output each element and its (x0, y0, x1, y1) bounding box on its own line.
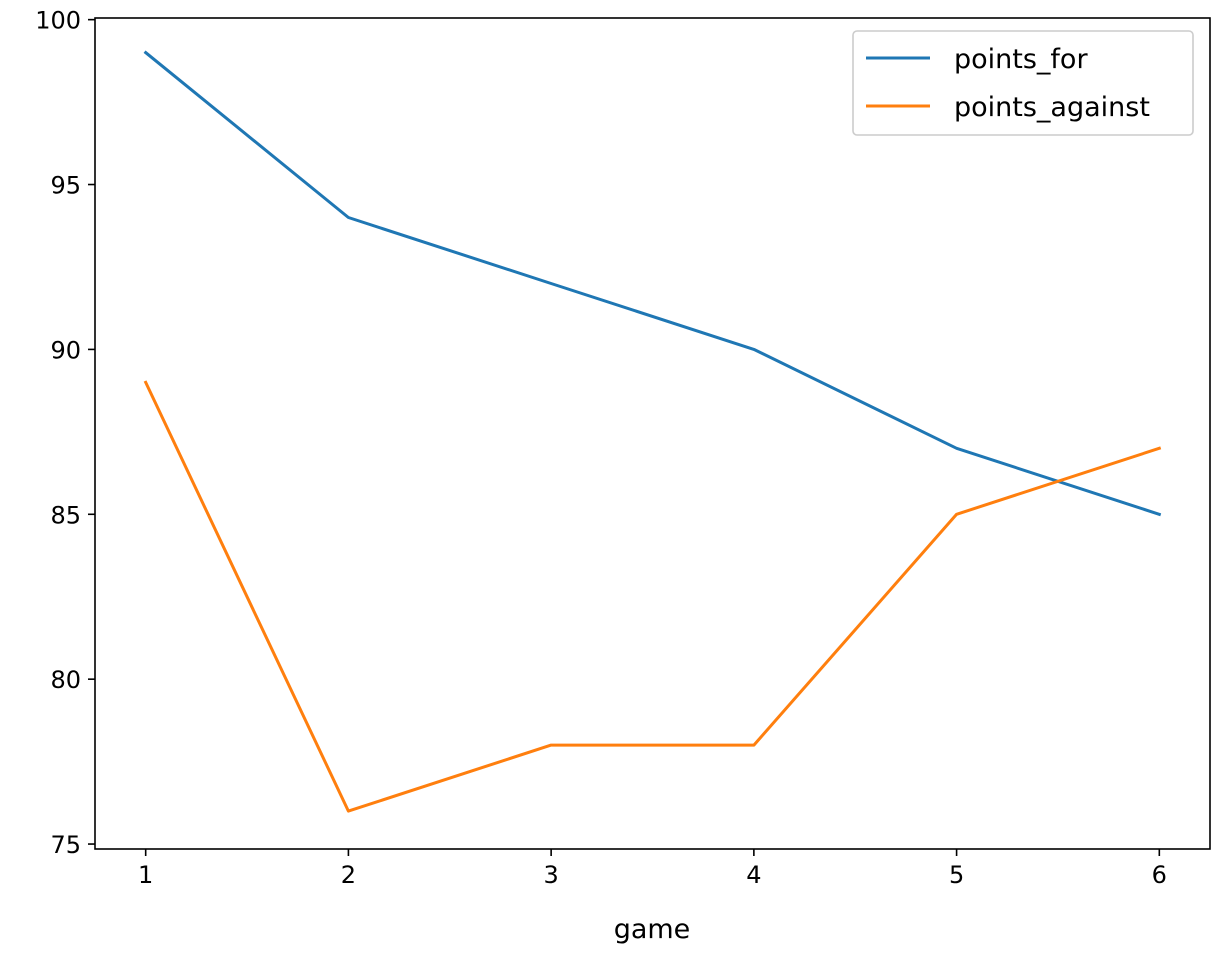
x-tick-label: 1 (138, 861, 153, 889)
series-layer (143, 50, 1162, 813)
y-tick-label: 80 (50, 666, 81, 694)
series-line-points-for (143, 50, 1162, 517)
x-tick-label: 5 (949, 861, 964, 889)
y-tick-label: 75 (50, 831, 81, 859)
legend-frame (852, 30, 1194, 136)
y-tick-label: 100 (35, 7, 81, 35)
series-line-points-against (143, 380, 1162, 813)
x-tick-label: 2 (341, 861, 356, 889)
legend: points_for points_against (852, 30, 1194, 136)
x-tick-label: 6 (1152, 861, 1167, 889)
x-axis-label: game (614, 914, 691, 945)
y-axis-ticks: 75 80 85 90 95 100 (35, 7, 95, 859)
plot-frame (94, 17, 1211, 850)
x-tick-label: 3 (543, 861, 558, 889)
y-tick-label: 95 (50, 172, 81, 200)
legend-label-points-for: points_for (954, 44, 1088, 75)
legend-label-points-against: points_against (954, 92, 1150, 123)
x-axis-ticks: 1 2 3 4 5 6 (138, 849, 1167, 889)
x-tick-label: 4 (746, 861, 761, 889)
y-tick-label: 90 (50, 336, 81, 364)
y-tick-label: 85 (50, 501, 81, 529)
